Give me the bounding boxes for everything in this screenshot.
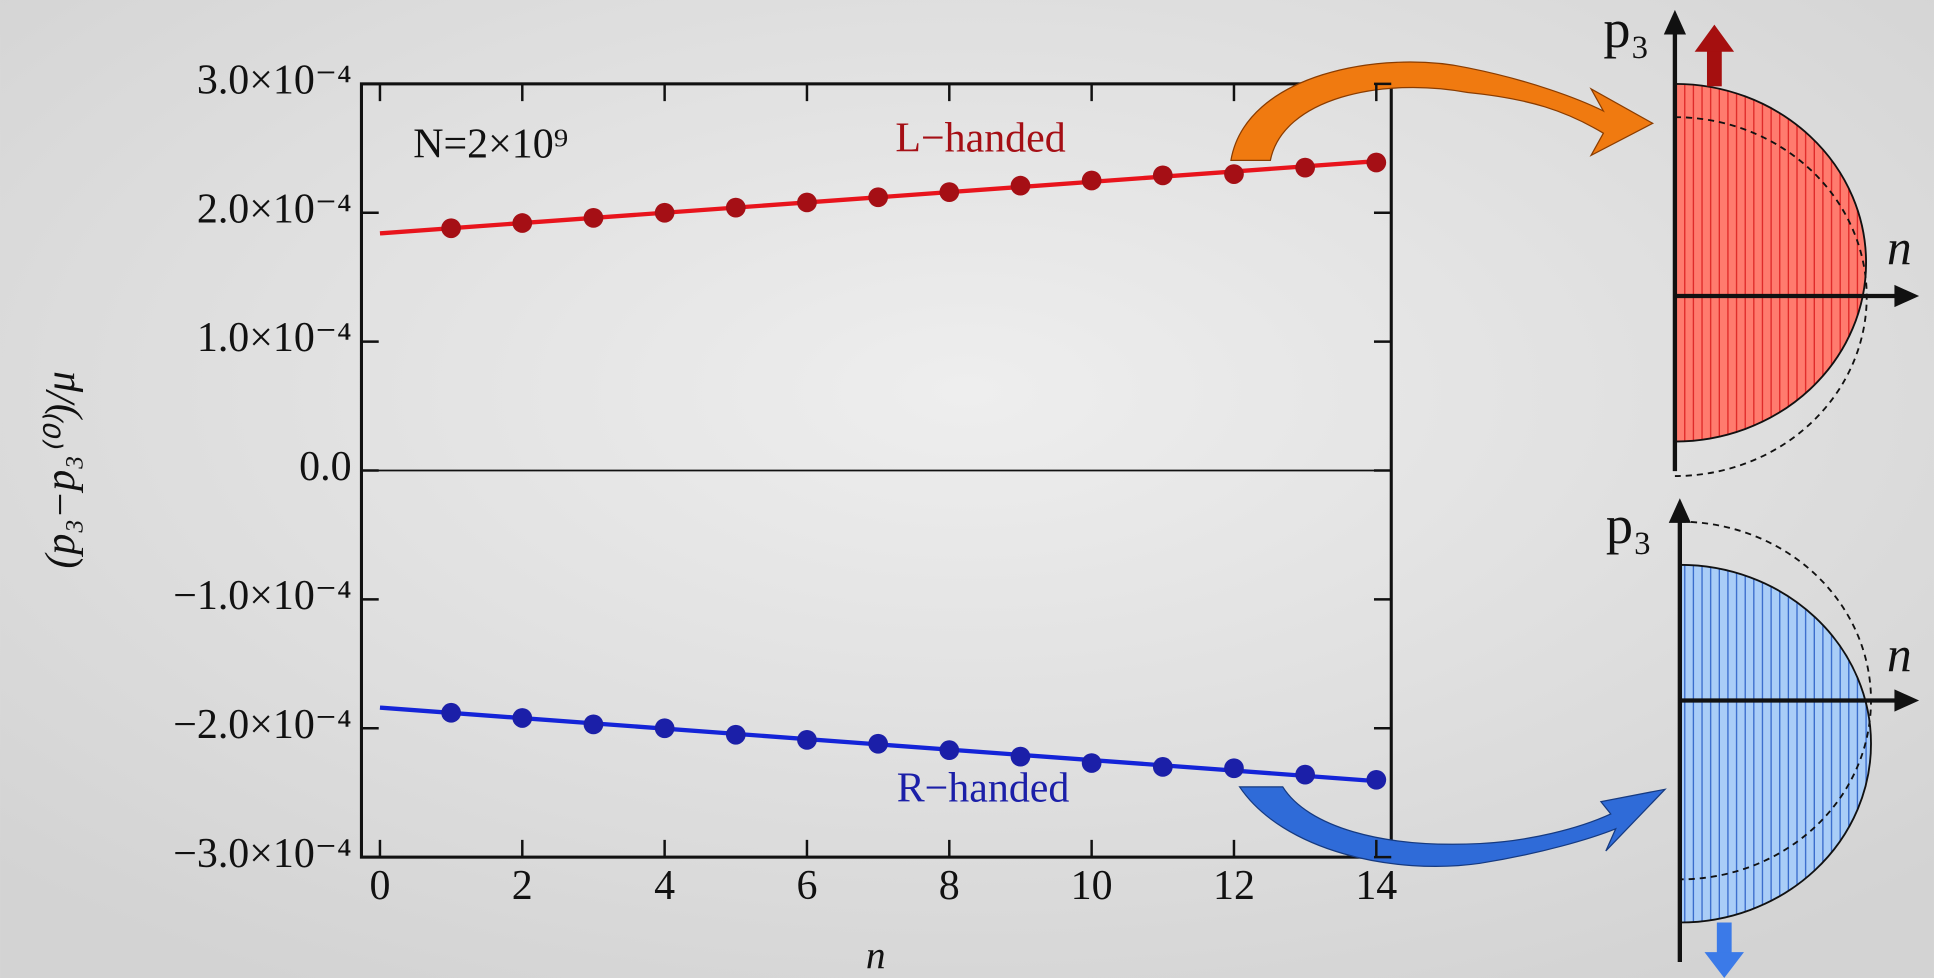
data-point [441,703,461,723]
data-point [797,193,817,213]
y-tick-label: −3.0×10⁻⁴ [173,831,351,877]
data-point [584,715,604,735]
data-point [1082,171,1102,191]
x-tick-label: 12 [1213,863,1255,909]
y-axis-label: (p₃−p₃⁽⁰⁾)/μ [38,371,84,568]
data-point [1224,164,1244,184]
diagram-axis-label: p₃ [1606,495,1652,555]
data-point [512,213,532,233]
data-point [1153,757,1173,777]
data-point [1224,758,1244,778]
x-tick-label: 8 [939,863,960,909]
data-point [726,725,746,745]
x-tick-label: 4 [654,863,675,909]
data-point [655,203,675,223]
x-tick-label: 0 [369,863,390,909]
x-tick-label: 6 [796,863,817,909]
annotation: N=2×10⁹ [413,122,568,168]
data-point [1082,753,1102,773]
y-tick-label: 1.0×10⁻⁴ [197,315,352,361]
data-point [868,734,888,754]
chart: N=2×10⁹ (p₃−p₃⁽⁰⁾)/μ n p₃ n p₃ n 3.0×10⁻… [0,0,1934,978]
x-tick-label: 14 [1355,863,1397,909]
series-label: R−handed [897,765,1070,811]
y-tick-label: 0.0 [299,444,351,490]
data-point [1366,153,1386,173]
data-point [939,740,959,760]
x-tick-label: 2 [512,863,533,909]
x-tick-label: 10 [1071,863,1113,909]
data-point [584,208,604,228]
y-tick-label: −2.0×10⁻⁴ [173,702,351,748]
data-point [441,218,461,238]
y-tick-label: 2.0×10⁻⁴ [197,186,352,232]
data-point [1153,166,1173,186]
data-point [1295,158,1315,178]
data-point [1011,747,1031,767]
data-point [1295,765,1315,785]
diagram-axis-label: n [1887,627,1912,682]
page: N=2×10⁹ (p₃−p₃⁽⁰⁾)/μ n p₃ n p₃ n 3.0×10⁻… [0,0,1934,978]
series-label: L−handed [895,115,1065,161]
data-point [1366,770,1386,790]
data-point [797,730,817,750]
y-tick-label: 3.0×10⁻⁴ [197,57,352,103]
y-tick-label: −1.0×10⁻⁴ [173,573,351,619]
data-point [939,182,959,202]
data-point [868,187,888,207]
data-point [726,198,746,218]
diagram-axis-label: p₃ [1603,0,1649,59]
diagram-axis-label: n [1887,220,1912,275]
data-point [512,708,532,728]
x-axis-label: n [866,934,886,978]
data-point [655,718,675,738]
data-point [1011,176,1031,196]
